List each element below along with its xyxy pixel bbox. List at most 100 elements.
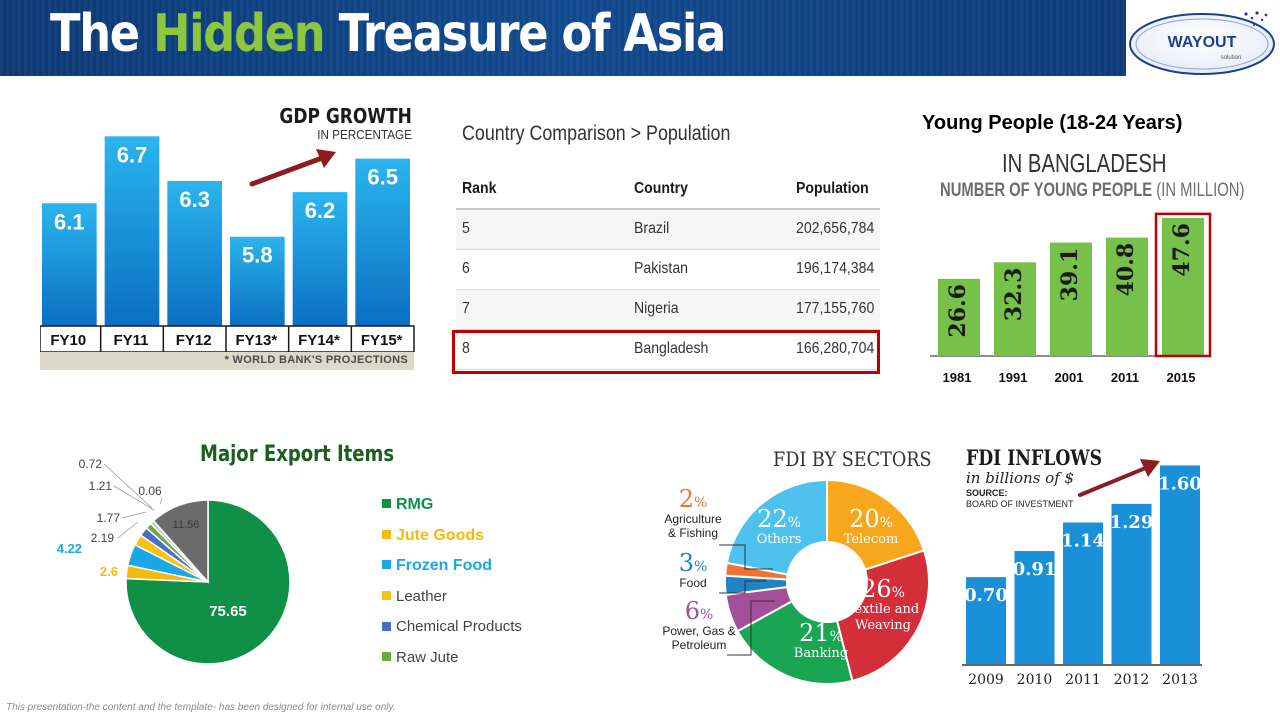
young-bar — [1106, 237, 1148, 356]
young-bar — [1162, 217, 1204, 356]
table-title: Country Comparison > Population — [462, 122, 731, 145]
fdi-sector-outside-name: Petroleum — [672, 638, 727, 652]
export-legend-label: Chemical Products — [396, 618, 522, 635]
cell-rank: 5 — [462, 220, 470, 237]
export-legend-swatch — [382, 529, 391, 539]
gdp-category-label: FY11 — [113, 332, 148, 349]
table-row: 6 Pakistan 196,174,384 — [456, 250, 880, 290]
logo-subtext: solution — [1221, 55, 1242, 61]
young-axis-label-unit: (IN MILLION) — [1156, 180, 1245, 201]
table-row: 8 Bangladesh 166,280,704 — [456, 330, 880, 370]
gdp-category-label: FY13* — [235, 332, 277, 349]
fdi-bar — [1063, 522, 1103, 664]
young-value-label: 40.8 — [1113, 243, 1139, 297]
gdp-value-label: 5.8 — [242, 243, 273, 268]
young-subtitle: IN BANGLADESH — [1002, 148, 1167, 178]
fdi-sector-name: Others — [757, 532, 802, 547]
young-bar — [1050, 242, 1092, 356]
gdp-category-label: FY12 — [176, 332, 212, 349]
young-highlight-box — [1154, 212, 1212, 358]
fdi-sectors-chart: FDI BY SECTORS 20% Telecom 22% Others 26% Tex… — [655, 445, 955, 690]
cell-rank: 8 — [462, 340, 470, 357]
cell-population: 202,656,784 — [796, 220, 875, 237]
young-people-chart: Young People (18-24 Years) IN BANGLADESH… — [920, 108, 1244, 398]
logo-inner-ring — [1135, 18, 1269, 70]
export-leader-line — [103, 463, 153, 509]
export-legend-label: Raw Jute — [396, 648, 459, 666]
fdi-sector-outside-value: 3% — [679, 549, 708, 577]
export-value-label: 4.22 — [57, 541, 82, 556]
young-category-label: 1981 — [943, 370, 972, 385]
fdi-category-label: 2010 — [1017, 672, 1053, 688]
population-table: Country Comparison > Population Rank Cou… — [452, 110, 884, 376]
fdi-inflows-unit: in billions of $ — [966, 469, 1075, 487]
young-value-label: 26.6 — [945, 284, 971, 338]
young-bar — [994, 262, 1036, 356]
export-legend-item: Frozen Food — [382, 557, 492, 577]
header-rank: Rank — [462, 180, 497, 197]
export-legend-item: Jute Goods — [382, 527, 484, 547]
fdi-sector-name: Banking — [794, 646, 848, 661]
title-banner: The Hidden Treasure of Asia — [0, 0, 1126, 76]
export-leader-line — [121, 511, 147, 519]
fdi-sectors-title: FDI BY SECTORS — [773, 447, 932, 471]
young-bar — [938, 278, 980, 356]
gdp-title-block: GDP GROWTH IN PERCENTAGE — [256, 104, 412, 142]
table-row: 7 Nigeria 177,155,760 — [456, 290, 880, 330]
fdi-value-label: 1.29 — [1110, 512, 1154, 533]
export-legend-swatch — [382, 560, 391, 570]
gdp-category-label: FY10 — [50, 332, 86, 349]
fdi-bar — [1160, 465, 1200, 664]
young-category-label: 2001 — [1055, 370, 1084, 385]
fdi-sector-leader-line — [719, 580, 767, 594]
fdi-sector-name: Telecom — [844, 532, 899, 547]
gdp-footnote-bar: * WORLD BANK'S PROJECTIONS — [40, 352, 414, 370]
export-pie-slice — [152, 499, 209, 584]
gdp-bar — [292, 192, 348, 326]
gdp-bars-svg: 6.1 6.7 6.3 5.8 6.2 6.5 FY10 FY11 FY12 FY13* FY14*… — [40, 136, 415, 352]
fdi-bar — [966, 577, 1006, 664]
gdp-bar — [355, 158, 410, 326]
fdi-sector-leader-line — [727, 600, 775, 656]
fdi-arrow-head — [1140, 459, 1160, 477]
export-value-label: 75.65 — [209, 603, 247, 620]
table-header-row: Rank Country Population — [456, 170, 880, 210]
gdp-bar — [42, 203, 97, 326]
export-value-label: 11.56 — [173, 519, 200, 531]
logo-text: WAYOUT — [1168, 34, 1237, 51]
export-legend-item: Leather — [382, 588, 447, 608]
title-word-rest: Treasure of Asia — [338, 4, 727, 64]
gdp-subtitle: IN PERCENTAGE — [317, 127, 412, 142]
young-category-label: 2011 — [1111, 370, 1139, 385]
fdi-sector-slice — [725, 478, 828, 576]
export-legend-item: Chemical Products — [382, 618, 522, 638]
export-value-label: 1.77 — [97, 511, 121, 525]
young-title: Young People (18-24 Years) — [922, 112, 1183, 134]
cell-rank: 6 — [462, 260, 470, 277]
export-value-label: 1.21 — [89, 479, 113, 493]
header-population: Population — [796, 180, 869, 197]
fdi-sector-outside-value: 2% — [679, 485, 708, 513]
gdp-bar — [167, 180, 222, 326]
export-legend-item: RMG — [382, 496, 433, 516]
title-word-hidden: Hidden — [153, 4, 325, 64]
gdp-value-label: 6.7 — [117, 142, 148, 167]
cell-rank: 7 — [462, 300, 470, 317]
export-leader-line — [117, 521, 139, 539]
export-legend-swatch — [382, 499, 391, 509]
fdi-sector-leader-line — [719, 544, 773, 570]
gdp-growth-chart: 6.1 6.7 6.3 5.8 6.2 6.5 FY10 FY11 FY12 FY13* FY14*… — [40, 100, 416, 372]
export-legend-item: Raw Jute — [382, 649, 459, 669]
slide-title: The Hidden Treasure of Asia — [50, 4, 727, 64]
fdi-value-label: 1.14 — [1061, 531, 1105, 552]
fdi-sector-outside-name: Power, Gas & — [662, 624, 735, 638]
disclaimer-footer: This presentation-the content and the te… — [6, 702, 396, 713]
export-items-chart: Major Export Items 75.65 11.56 2.6 4.22 2.19… — [40, 440, 600, 690]
fdi-value-label: 0.70 — [964, 585, 1008, 606]
banner-texture — [0, 0, 1126, 76]
logo-ring — [1129, 13, 1275, 75]
young-category-label: 1991 — [999, 370, 1028, 385]
fdi-category-label: 2011 — [1065, 672, 1101, 688]
gdp-arrow-head — [316, 149, 336, 168]
